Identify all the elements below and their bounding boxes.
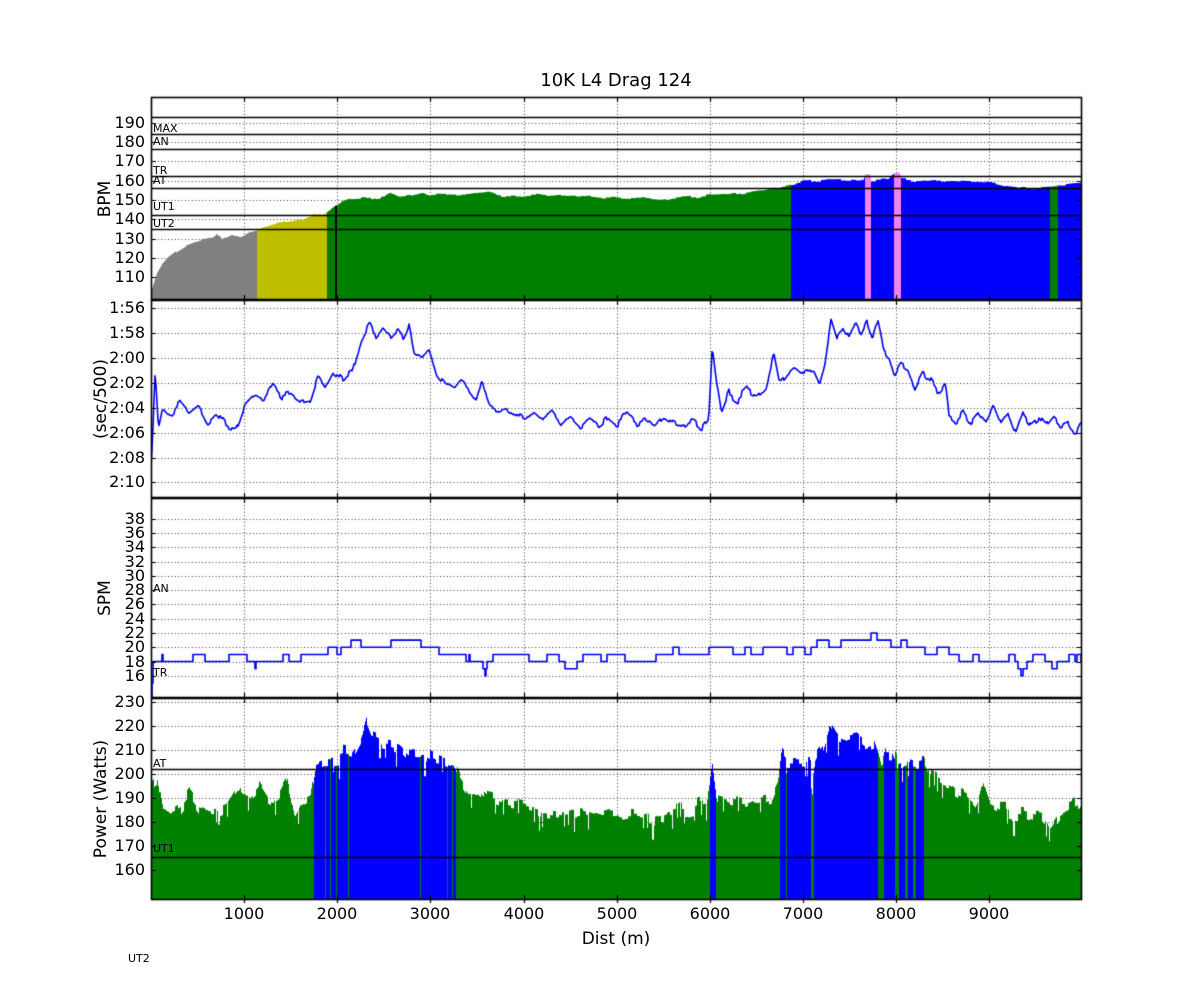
y-tick-label-power: 160: [114, 860, 145, 879]
y-tick-label-power: 220: [114, 716, 145, 735]
y-tick-label-bpm: 160: [114, 171, 145, 190]
y-tick-label-power: 190: [114, 788, 145, 807]
y-tick-label-pace: 2:10: [109, 472, 145, 491]
x-tick-label: 8000: [875, 904, 917, 923]
zone-label-at-power: AT: [153, 757, 167, 770]
zone-label-max-bpm: MAX: [153, 122, 178, 135]
y-tick-label-pace: 2:04: [109, 398, 145, 417]
x-axis-label: Dist (m): [581, 929, 651, 949]
zone-label-ut1-bpm: UT1: [153, 200, 175, 213]
y-tick-label-bpm: 140: [114, 209, 145, 228]
y-tick-label-bpm: 120: [114, 248, 145, 267]
y-tick-label-bpm: 170: [114, 151, 145, 170]
zone-label-an-spm: AN: [153, 582, 169, 595]
y-tick-label-pace: 1:56: [109, 298, 145, 317]
y-tick-label-spm: 22: [124, 623, 145, 642]
y-tick-label-power: 170: [114, 836, 145, 855]
y-tick-label-power: 230: [114, 692, 145, 711]
y-tick-label-power: 200: [114, 764, 145, 783]
chart-title: 10K L4 Drag 124: [540, 70, 692, 91]
y-tick-label-bpm: 180: [114, 132, 145, 151]
zone-label-ut2-bpm: UT2: [153, 217, 175, 230]
x-tick-label: 7000: [782, 904, 824, 923]
x-tick-label: 2000: [316, 904, 358, 923]
zone-label-tr-spm: TR: [153, 666, 168, 679]
y-tick-label-spm: 20: [124, 637, 145, 656]
x-tick-label: 6000: [689, 904, 731, 923]
zone-label-at-bpm: AT: [153, 174, 167, 187]
y-tick-label-power: 180: [114, 812, 145, 831]
y-tick-label-spm: 34: [124, 537, 145, 556]
y-tick-label-bpm: 150: [114, 190, 145, 209]
y-tick-label-spm: 26: [124, 594, 145, 613]
y-tick-label-pace: 2:08: [109, 448, 145, 467]
y-tick-label-bpm: 130: [114, 229, 145, 248]
y-tick-label-spm: 28: [124, 580, 145, 599]
zone-label-an-bpm: AN: [153, 135, 169, 148]
y-tick-label-spm: 24: [124, 609, 145, 628]
x-tick-label: 5000: [596, 904, 638, 923]
y-tick-label-pace: 2:02: [109, 373, 145, 392]
zone-label-ut1-power: UT1: [153, 842, 175, 855]
y-tick-label-spm: 38: [124, 509, 145, 528]
y-tick-label-power: 210: [114, 740, 145, 759]
x-tick-label: 4000: [503, 904, 545, 923]
zone-label-tr-bpm: TR: [153, 164, 168, 177]
x-tick-label: 3000: [409, 904, 451, 923]
y-tick-label-pace: 2:06: [109, 423, 145, 442]
y-tick-label-spm: 36: [124, 523, 145, 542]
y-tick-label-spm: 30: [124, 566, 145, 585]
y-tick-label-pace: 2:00: [109, 348, 145, 367]
y-tick-label-bpm: 190: [114, 113, 145, 132]
y-tick-label-pace: 1:58: [109, 323, 145, 342]
y-tick-label-bpm: 110: [114, 267, 145, 286]
x-tick-label: 1000: [223, 904, 265, 923]
y-tick-label-spm: 16: [124, 666, 145, 685]
y-tick-label-spm: 18: [124, 652, 145, 671]
zone-label-ut2-bottom: UT2: [128, 952, 150, 965]
y-tick-label-spm: 32: [124, 552, 145, 571]
x-tick-label: 9000: [968, 904, 1010, 923]
